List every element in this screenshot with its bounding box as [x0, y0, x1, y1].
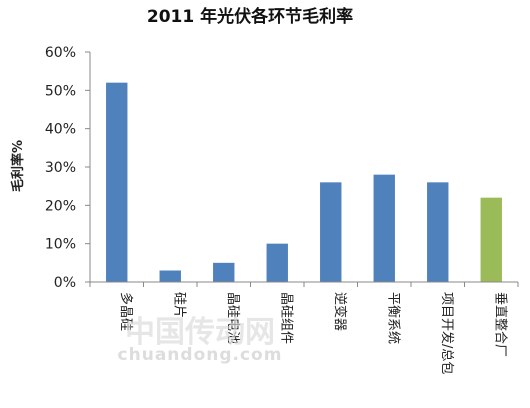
- watermark-text-cn: 中国传动网: [125, 315, 275, 350]
- bar: [373, 174, 395, 282]
- watermark: 中国传动网 chuandong.com: [118, 315, 283, 365]
- y-tick-label: 60%: [45, 45, 76, 61]
- x-axis-ticks: 多晶硅 硅片 晶硅电池 晶硅组件 逆变器 平衡系统 项目开发/总包 垂直整合厂: [89, 282, 519, 374]
- x-tick-label: 硅片: [171, 292, 186, 318]
- x-tick-label: 晶硅组件: [278, 292, 293, 344]
- x-tick-label: 垂直整合厂: [492, 292, 507, 357]
- bar: [266, 243, 288, 282]
- bar: [320, 182, 342, 282]
- bar: [427, 182, 449, 282]
- x-tick-label: 平衡系统: [385, 292, 400, 344]
- y-axis-ticks: 0% 10% 20% 30% 40% 50% 60%: [45, 45, 90, 291]
- bar: [213, 262, 235, 282]
- bars: [106, 82, 502, 283]
- x-tick-label: 晶硅电池: [225, 292, 240, 344]
- y-tick-label: 30%: [45, 160, 76, 176]
- bar: [159, 270, 181, 282]
- x-tick-label: 项目开发/总包: [439, 292, 455, 374]
- bar: [480, 197, 502, 282]
- watermark-text-en: chuandong.com: [118, 345, 283, 365]
- x-tick-label: 多晶硅: [118, 292, 134, 331]
- chart-title: 2011 年光伏各环节毛利率: [147, 6, 353, 27]
- y-axis-label: 毛利率%: [10, 140, 26, 192]
- y-tick-label: 10%: [45, 237, 76, 253]
- y-tick-label: 50%: [45, 83, 76, 99]
- y-tick-label: 40%: [45, 122, 76, 138]
- y-tick-label: 0%: [54, 275, 76, 291]
- x-tick-label: 逆变器: [332, 292, 348, 331]
- bar: [106, 82, 128, 283]
- y-tick-label: 20%: [45, 198, 76, 214]
